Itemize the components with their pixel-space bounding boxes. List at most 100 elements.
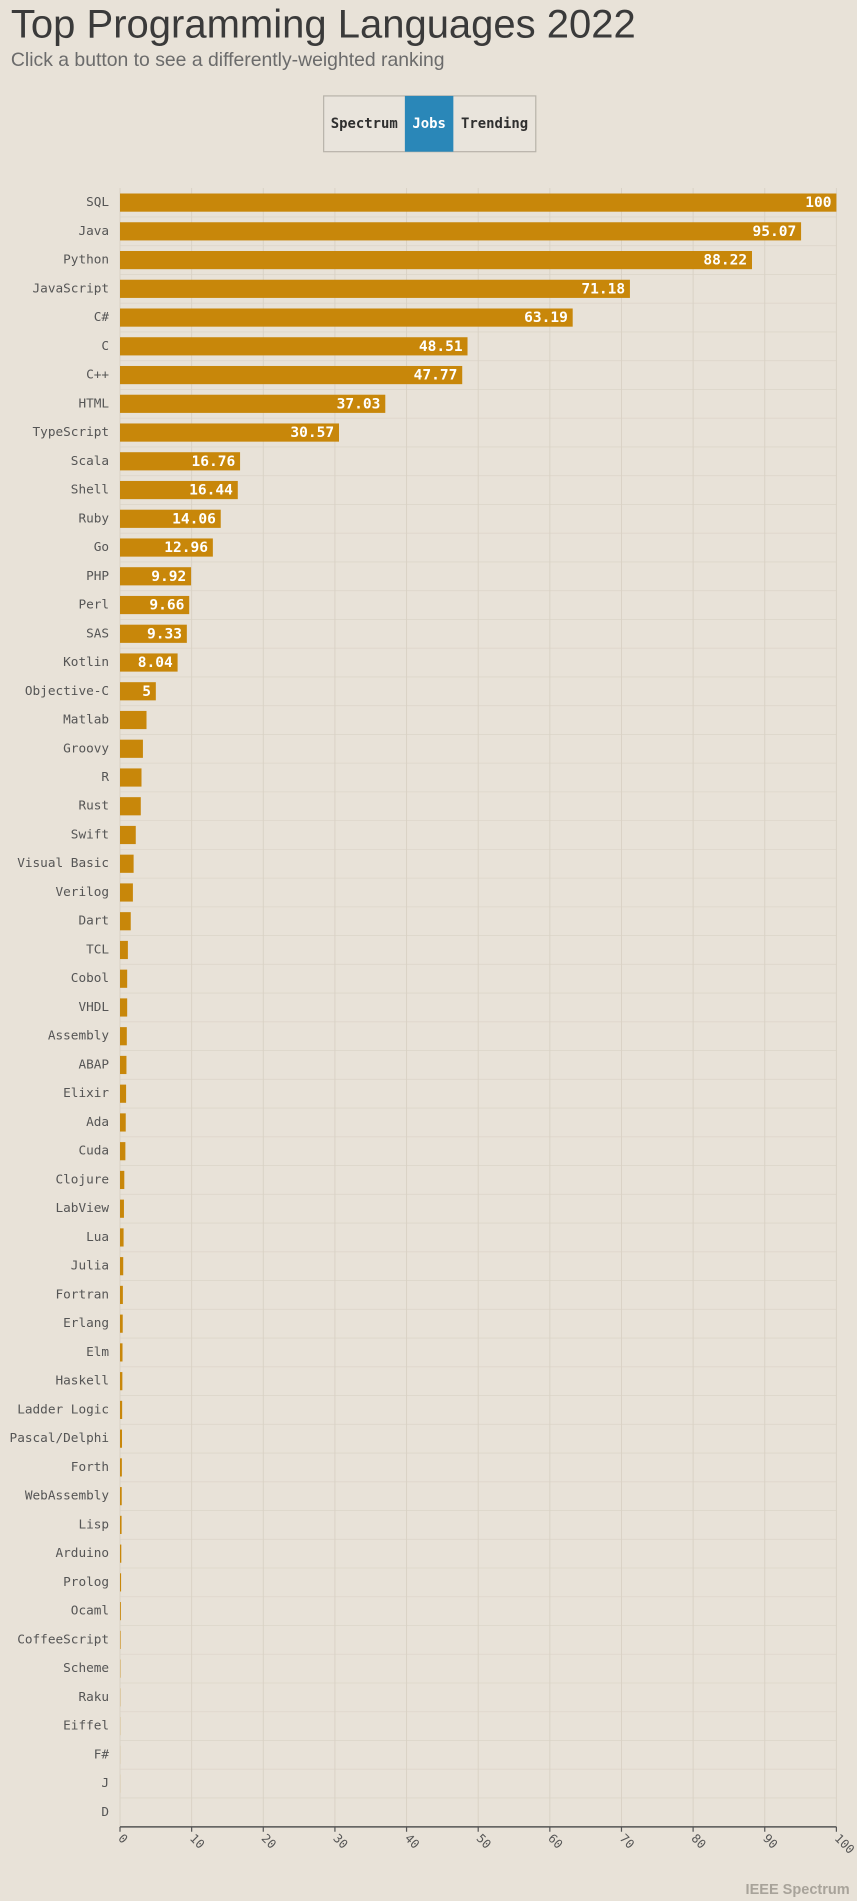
- bar: [120, 797, 141, 816]
- x-tick-label: 100: [832, 1831, 857, 1856]
- button[interactable]: [404, 95, 454, 152]
- bar: [120, 1170, 125, 1190]
- bar: [120, 653, 178, 672]
- title: Top Programming Languages 2022: [11, 2, 636, 46]
- bar: [120, 1257, 124, 1276]
- button-label[interactable]: Trending: [461, 116, 528, 132]
- bar: [120, 682, 156, 701]
- y-tick-label: Ruby: [78, 510, 109, 525]
- footer-logo: IEEE Spectrum: [746, 1882, 850, 1898]
- y-tick-label: Shell: [71, 482, 109, 497]
- bar: [120, 337, 468, 356]
- bar: [120, 250, 753, 270]
- y-tick-label: HTML: [78, 395, 109, 410]
- bar: [120, 1314, 123, 1333]
- bar: [120, 193, 837, 212]
- bar: [120, 624, 187, 643]
- y-tick-label: D: [101, 1804, 109, 1819]
- x-tick-label: 20: [259, 1831, 279, 1851]
- y-tick-label: Lua: [86, 1229, 109, 1244]
- bar: [120, 1372, 123, 1391]
- bar: [120, 883, 133, 902]
- y-tick-label: Assembly: [48, 1028, 110, 1043]
- bar: [120, 912, 131, 931]
- y-tick-label: LabView: [55, 1200, 109, 1215]
- bar: [120, 1515, 122, 1534]
- value-label: 5: [142, 684, 151, 700]
- x-tick-label: 30: [330, 1831, 350, 1851]
- y-tick-label: VHDL: [78, 999, 109, 1014]
- x-tick-label: 70: [617, 1831, 637, 1851]
- bar: [120, 394, 386, 413]
- y-tick-label: CoffeeScript: [17, 1631, 109, 1646]
- bar: [120, 1630, 121, 1649]
- y-tick-label: J: [101, 1775, 109, 1790]
- x-tick-label: 50: [474, 1831, 494, 1851]
- bar: [120, 567, 192, 586]
- bar: [120, 1343, 123, 1362]
- bar: [120, 1199, 124, 1218]
- y-tick-label: Verilog: [55, 884, 109, 899]
- bar: [120, 452, 241, 471]
- bar: [120, 1400, 123, 1420]
- bar: [120, 1429, 123, 1448]
- y-tick-label: ABAP: [78, 1056, 109, 1071]
- bar: [120, 768, 142, 787]
- x-tick-label: 80: [689, 1831, 709, 1851]
- y-tick-label: Scheme: [63, 1660, 109, 1675]
- y-tick-label: TypeScript: [33, 424, 110, 439]
- value-label: 14.06: [172, 511, 216, 527]
- bar: [120, 279, 630, 298]
- y-tick-label: Java: [78, 223, 109, 238]
- x-tick-label: 90: [760, 1831, 780, 1851]
- button-label[interactable]: Jobs: [412, 116, 446, 132]
- x-tick-label: 40: [402, 1831, 422, 1851]
- value-label: 37.03: [337, 396, 381, 412]
- y-tick-label: Pascal/Delphi: [10, 1430, 110, 1445]
- bar: [120, 1228, 124, 1247]
- y-tick-label: JavaScript: [33, 280, 110, 295]
- y-tick-label: Python: [63, 252, 109, 267]
- y-tick-label: PHP: [86, 568, 109, 583]
- bar: [120, 1055, 127, 1075]
- y-tick-label: Visual Basic: [17, 855, 109, 870]
- value-label: 47.77: [414, 368, 458, 384]
- value-label: 88.22: [703, 253, 747, 269]
- y-tick-label: Go: [94, 539, 109, 554]
- bar: [120, 1142, 126, 1161]
- bar: [120, 1458, 122, 1477]
- bar: [120, 1487, 122, 1506]
- bar: [120, 710, 147, 730]
- y-tick-label: C#: [94, 309, 110, 324]
- x-tick-label: 0: [115, 1831, 130, 1846]
- value-label: 16.44: [189, 483, 233, 499]
- y-tick-label: Cobol: [71, 970, 109, 985]
- value-label: 71.18: [581, 281, 625, 297]
- y-tick-label: Ladder Logic: [17, 1401, 109, 1416]
- bar: [120, 480, 238, 500]
- y-tick-label: Eiffel: [63, 1718, 109, 1733]
- value-label: 9.33: [147, 626, 182, 642]
- y-tick-label: F#: [94, 1746, 110, 1761]
- value-label: 9.92: [151, 569, 186, 585]
- bar: [120, 969, 128, 988]
- y-tick-label: SAS: [86, 625, 109, 640]
- y-tick-label: Dart: [78, 913, 109, 928]
- bar: [120, 222, 802, 241]
- y-tick-label: Haskell: [55, 1373, 109, 1388]
- y-tick-label: Raku: [78, 1689, 109, 1704]
- value-label: 95.07: [752, 224, 796, 240]
- y-tick-label: Matlab: [63, 712, 109, 727]
- y-tick-label: Ocaml: [71, 1603, 109, 1618]
- button-label[interactable]: Spectrum: [331, 116, 398, 132]
- y-tick-label: Kotlin: [63, 654, 109, 669]
- y-tick-label: TCL: [86, 941, 109, 956]
- bar: [120, 854, 134, 873]
- y-tick-label: Forth: [71, 1459, 109, 1474]
- value-label: 12.96: [164, 540, 208, 556]
- y-tick-label: SQL: [86, 194, 109, 209]
- bar: [120, 1573, 122, 1592]
- y-tick-label: Ada: [86, 1114, 109, 1129]
